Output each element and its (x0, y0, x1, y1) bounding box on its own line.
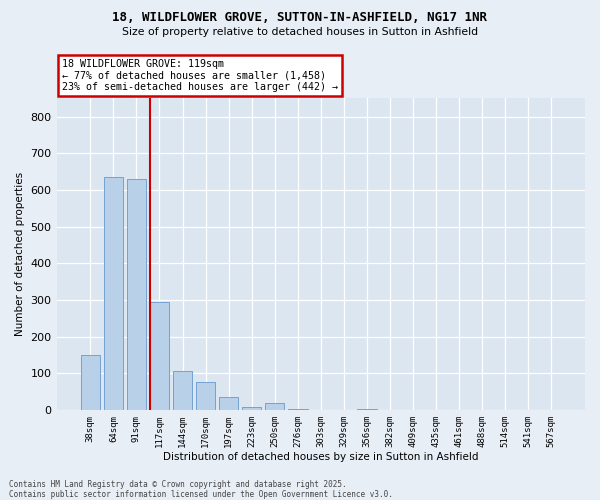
Bar (219, 397, 238, 410)
Bar (80, 355, 100, 410)
Bar (242, 407, 262, 410)
Bar (173, 372, 193, 410)
Bar (196, 382, 215, 410)
X-axis label: Distribution of detached houses by size in Sutton in Ashfield: Distribution of detached houses by size … (163, 452, 479, 462)
Bar (127, 179, 146, 410)
Bar (265, 402, 284, 410)
Y-axis label: Number of detached properties: Number of detached properties (15, 172, 25, 336)
Text: Size of property relative to detached houses in Sutton in Ashfield: Size of property relative to detached ho… (122, 27, 478, 37)
Text: Contains HM Land Registry data © Crown copyright and database right 2025.
Contai: Contains HM Land Registry data © Crown c… (9, 480, 393, 499)
Bar (288, 408, 308, 410)
Text: 18, WILDFLOWER GROVE, SUTTON-IN-ASHFIELD, NG17 1NR: 18, WILDFLOWER GROVE, SUTTON-IN-ASHFIELD… (113, 11, 487, 24)
Bar (149, 302, 169, 410)
Bar (104, 177, 123, 410)
Bar (357, 408, 377, 410)
Text: 18 WILDFLOWER GROVE: 119sqm
← 77% of detached houses are smaller (1,458)
23% of : 18 WILDFLOWER GROVE: 119sqm ← 77% of det… (62, 59, 338, 92)
